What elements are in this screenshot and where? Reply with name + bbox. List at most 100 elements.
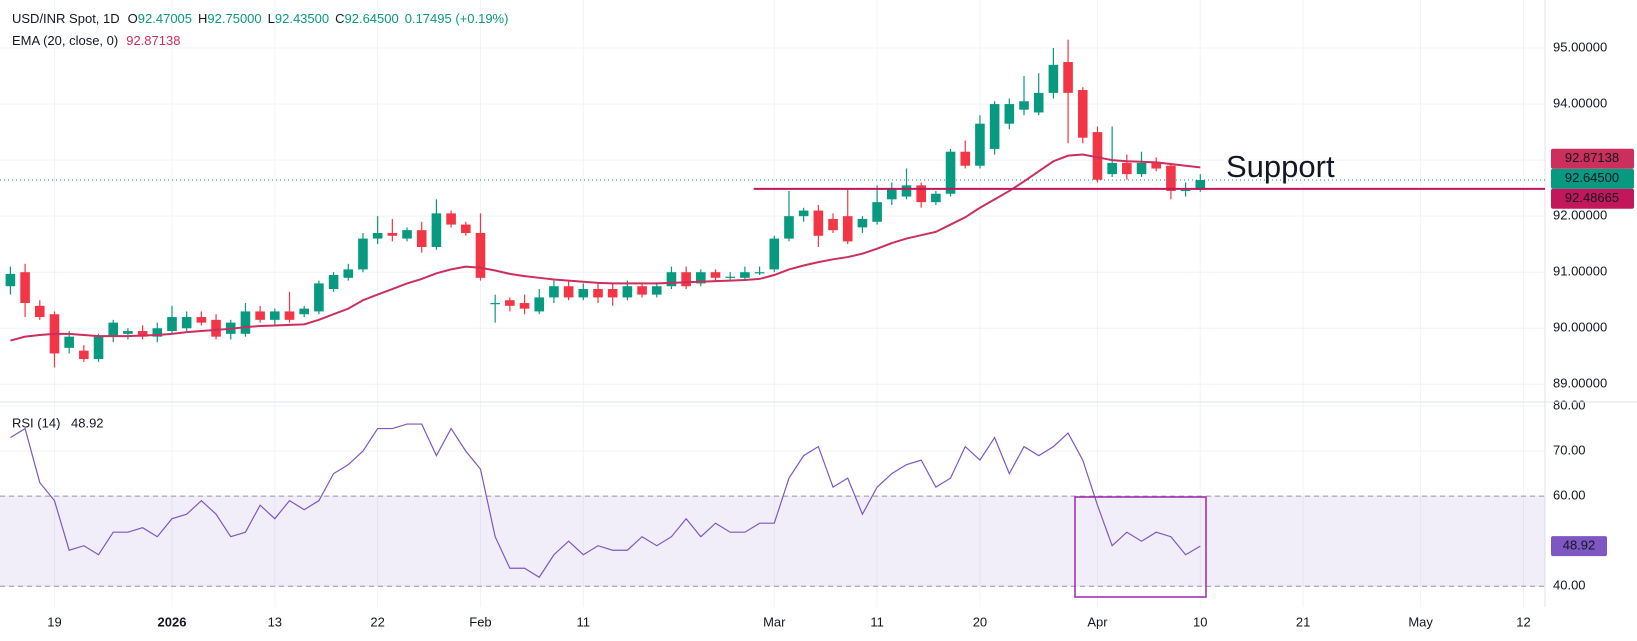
y-tick-label: 60.00 <box>1553 488 1586 503</box>
candle-body <box>1180 189 1191 192</box>
candle-body <box>34 305 45 318</box>
price-tag <box>1551 188 1634 209</box>
ohlc-value: 92.64500 <box>345 11 399 26</box>
candle-body <box>519 303 530 309</box>
candle-body <box>372 232 383 239</box>
y-tick-label: 90.00000 <box>1553 320 1607 335</box>
candle-body <box>79 350 89 360</box>
candle-body <box>284 311 295 320</box>
change: 0.17495 (+0.19%) <box>405 11 509 26</box>
candle-body <box>505 300 515 306</box>
candle-body <box>563 286 574 298</box>
ohlc-key: L <box>268 11 275 26</box>
y-tick-label: 70.00 <box>1553 443 1586 458</box>
candle-body <box>270 311 280 320</box>
highlight-box <box>1074 496 1207 598</box>
legend-title: RSI (14) <box>12 415 60 430</box>
x-tick-label: 11 <box>870 614 884 629</box>
ema-legend: EMA (20, close, 0) 92.87138 <box>12 33 180 48</box>
candle-body <box>637 286 647 295</box>
candle-body <box>196 317 207 323</box>
x-tick-label: 11 <box>577 614 591 629</box>
candle-body <box>1151 162 1162 169</box>
ohlc-key: H <box>198 11 207 26</box>
candle-body <box>1122 162 1132 175</box>
candle-body <box>64 336 74 348</box>
x-tick-label: Mar <box>763 614 786 629</box>
y-tick-label: 94.00000 <box>1553 96 1607 111</box>
x-tick-label: 2026 <box>158 614 187 629</box>
candle-body <box>784 216 794 239</box>
candle-body <box>314 283 324 312</box>
candle-body <box>696 272 706 284</box>
x-tick-label: 13 <box>268 614 282 629</box>
candle-body <box>402 230 412 239</box>
candle-body <box>740 272 750 278</box>
x-tick-label: May <box>1408 614 1433 629</box>
candle-body <box>181 317 192 329</box>
candle-body <box>1077 90 1088 138</box>
candle-body <box>1063 62 1073 93</box>
y-tick-label: 95.00000 <box>1553 39 1607 54</box>
candle-body <box>666 272 677 287</box>
candle-body <box>769 238 780 270</box>
candle-body <box>798 210 809 217</box>
candle-body <box>1136 162 1147 175</box>
candle-body <box>960 151 971 166</box>
legend-value: 48.92 <box>71 415 104 430</box>
candle-body <box>343 269 354 278</box>
candle-body <box>651 286 662 295</box>
candle-body <box>725 276 736 278</box>
candle-body <box>93 336 104 360</box>
price-tag <box>1551 148 1634 169</box>
candle-body <box>1166 165 1176 191</box>
candle-body <box>607 289 618 298</box>
candle-body <box>945 151 956 194</box>
candle-body <box>916 185 926 203</box>
symbol-title: USD/INR Spot, 1D <box>12 11 120 26</box>
candle-body <box>593 289 603 298</box>
header: USD/INR Spot, 1D O92.47005 H92.75000 L92.43… <box>12 11 508 26</box>
candle-body <box>828 218 838 231</box>
ohlc-value: 92.75000 <box>207 11 261 26</box>
candle-body <box>549 286 559 298</box>
y-tick-label: 91.00000 <box>1553 264 1607 279</box>
candle-body <box>622 286 633 298</box>
x-tick-label: Feb <box>469 614 491 629</box>
candle-body <box>490 303 500 305</box>
ema-name: EMA (20, close, 0) <box>12 33 118 48</box>
candle-body <box>240 311 251 334</box>
price-tag <box>1551 536 1607 557</box>
candle-body <box>255 311 265 320</box>
candle-body <box>857 218 868 228</box>
candle-body <box>710 272 721 278</box>
candle-body <box>1092 132 1103 180</box>
price-tag-label: 92.48665 <box>1565 190 1619 205</box>
candle-body <box>754 272 765 274</box>
candle-body <box>416 230 427 247</box>
x-tick-label: 12 <box>1516 614 1530 629</box>
candle-body <box>5 273 16 287</box>
candle-body <box>578 289 589 298</box>
ema-line <box>10 153 1201 342</box>
candle-body <box>1019 101 1029 110</box>
price-tag <box>1551 168 1634 189</box>
price-tag-label: 92.87138 <box>1565 150 1619 165</box>
x-tick-label: Apr <box>1087 614 1108 629</box>
candle-body <box>534 297 545 312</box>
candle-body <box>842 216 853 242</box>
candle-body <box>387 232 398 236</box>
candle-body <box>137 331 148 337</box>
candle-body <box>446 213 456 225</box>
candle-body <box>431 213 442 247</box>
ohlc-value: 92.47005 <box>138 11 192 26</box>
candle-body <box>1004 104 1015 124</box>
y-tick-label: 40.00 <box>1553 578 1586 593</box>
ohlc-value: 92.43500 <box>275 11 329 26</box>
x-tick-label: 21 <box>1296 614 1310 629</box>
x-tick-label: 19 <box>47 614 61 629</box>
y-tick-label: 92.00000 <box>1553 208 1607 223</box>
ohlc-key: C <box>335 11 344 26</box>
x-tick-label: 20 <box>973 614 987 629</box>
